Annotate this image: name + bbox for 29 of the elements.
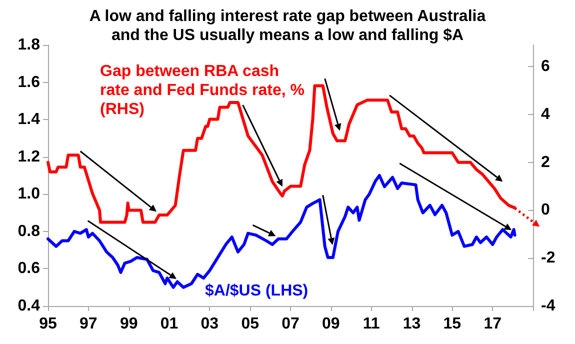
- x-tick-label: 09: [322, 316, 340, 332]
- x-tick-label: 13: [402, 316, 421, 332]
- y-tick-label: 0.6: [18, 260, 40, 278]
- y-tick-label: 0.8: [18, 222, 40, 240]
- series-label: Gap between RBA cash rate and Fed Funds rate, % (RHS): [100, 63, 304, 118]
- x-tick-label: 11: [362, 316, 380, 332]
- x-tick-label: 17: [484, 316, 502, 332]
- y-tick-label: 1.0: [18, 186, 40, 203]
- y2-tick-label: 6: [541, 58, 550, 76]
- y2-tick-label: 2: [541, 154, 550, 171]
- x-tick-label: 97: [80, 316, 98, 332]
- x-tick-label: 15: [443, 316, 462, 332]
- y-tick-label: 0.4: [18, 298, 40, 314]
- x-tick-label: 05: [241, 316, 260, 332]
- x-tick-label: 99: [120, 316, 138, 332]
- y2-tick-label: 4: [541, 106, 550, 123]
- chart-title: A low and falling interest rate gap between Australia and the US usually means a low and falling $A: [89, 8, 486, 44]
- y-tick-label: 1.4: [18, 111, 40, 128]
- y-tick-label: 1.8: [18, 36, 40, 54]
- y2-tick-label: -4: [541, 298, 556, 314]
- x-tick-label: 03: [200, 316, 219, 332]
- series-label: $A/$US (LHS): [205, 282, 308, 300]
- y2-tick-label: 0: [541, 202, 550, 219]
- x-tick-label: 07: [282, 316, 300, 332]
- x-tick-label: 95: [39, 316, 57, 332]
- y-tick-label: 1.6: [18, 74, 40, 91]
- y2-tick-label: -2: [541, 250, 556, 267]
- x-tick-label: 01: [160, 316, 178, 332]
- y-tick-label: 1.2: [18, 148, 40, 166]
